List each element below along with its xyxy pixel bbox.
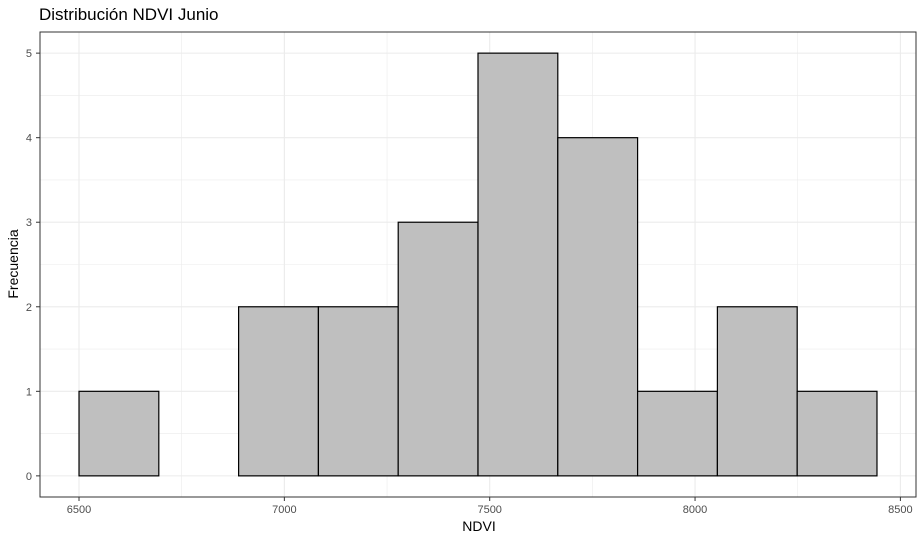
y-tick-label: 4	[26, 133, 32, 145]
x-tick-label: 8500	[888, 504, 912, 516]
histogram-bar	[238, 306, 320, 477]
y-tick-label: 0	[26, 471, 32, 483]
y-tick-label: 5	[26, 48, 32, 60]
y-tick-label: 2	[26, 302, 32, 314]
histogram-bar	[78, 390, 160, 477]
histogram-bar	[796, 390, 878, 477]
histogram-bar	[477, 52, 559, 477]
x-axis-ticks: 6500 7000 7500 8000 8500	[67, 497, 913, 516]
x-tick-label: 7000	[272, 504, 296, 516]
histogram-bar	[636, 390, 718, 477]
panel-border	[39, 31, 917, 498]
y-axis-title: Frecuencia	[5, 229, 21, 298]
x-tick-label: 8000	[683, 504, 707, 516]
chart-title: Distribución NDVI Junio	[39, 5, 219, 24]
histogram-bar	[397, 221, 479, 477]
histogram-bar	[317, 306, 399, 477]
y-tick-label: 1	[26, 386, 32, 398]
x-tick-label: 7500	[477, 504, 501, 516]
x-tick-label: 6500	[67, 504, 91, 516]
y-tick-label: 3	[26, 217, 32, 229]
y-axis-ticks: 0 1 2 3 4 5	[26, 48, 40, 483]
histogram-bar	[716, 306, 798, 477]
x-axis-title: NDVI	[462, 518, 495, 534]
histogram-bars	[78, 52, 878, 477]
histogram-bar	[557, 137, 639, 477]
